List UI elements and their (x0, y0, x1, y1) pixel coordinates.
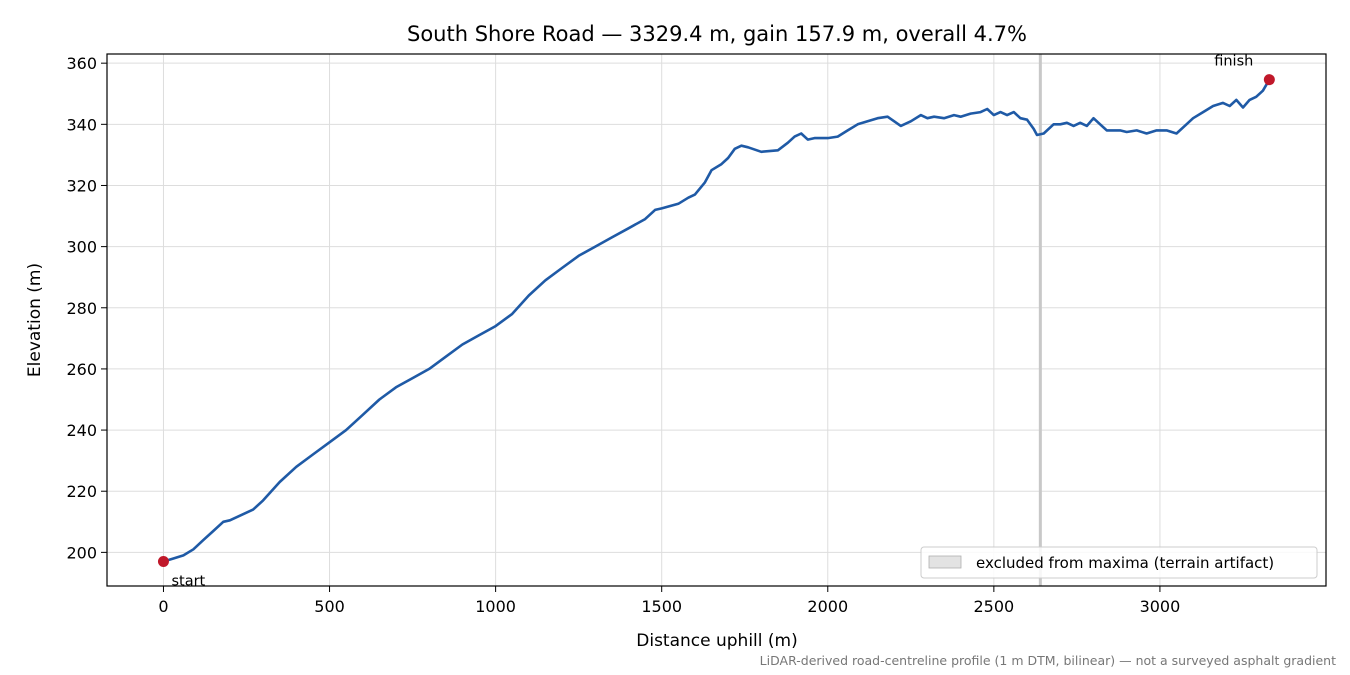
legend-box (920, 546, 1318, 579)
y-tick-label: 280 (66, 299, 97, 318)
marker-layer: start finish (157, 54, 1275, 590)
x-tick-label: 1000 (475, 597, 516, 616)
marker-label-finish: finish (1214, 54, 1253, 70)
x-tick-label: 2500 (973, 597, 1014, 616)
y-tick-label: 220 (66, 482, 97, 501)
y-tick-label: 360 (66, 54, 97, 73)
marker-label-start: start (171, 574, 205, 590)
footnote: LiDAR-derived road-centreline profile (1… (760, 653, 1336, 668)
x-axis-label: Distance uphill (m) (636, 631, 797, 651)
y-tick-label: 300 (66, 238, 97, 257)
y-tick-label: 200 (66, 543, 97, 562)
x-tick-label: 3000 (1140, 597, 1181, 616)
x-tick-label: 500 (314, 597, 345, 616)
legend: excluded from maxima (terrain artifact) (920, 546, 1318, 579)
y-tick-label: 340 (66, 115, 97, 134)
grid (107, 54, 1326, 586)
x-tick-label: 0 (158, 597, 168, 616)
chart-title: South Shore Road — 3329.4 m, gain 157.9 … (407, 22, 1027, 46)
y-axis-label: Elevation (m) (25, 263, 45, 377)
legend-label-excluded: excluded from maxima (terrain artifact) (976, 554, 1274, 572)
elevation-line (163, 79, 1271, 563)
y-tick-label: 260 (66, 360, 97, 379)
series-layer (163, 79, 1271, 563)
y-tick-label: 320 (66, 176, 97, 195)
legend-swatch-excluded (928, 555, 962, 569)
marker-start (157, 556, 169, 568)
y-axis-ticks: 200 220 240 260 280 300 320 340 360 (66, 54, 107, 562)
x-tick-label: 2000 (807, 597, 848, 616)
plot-frame (106, 53, 1327, 587)
marker-finish (1263, 74, 1275, 86)
x-axis-ticks: 0 500 1000 1500 2000 2500 3000 (158, 586, 1180, 616)
x-tick-label: 1500 (641, 597, 682, 616)
y-tick-label: 240 (66, 421, 97, 440)
